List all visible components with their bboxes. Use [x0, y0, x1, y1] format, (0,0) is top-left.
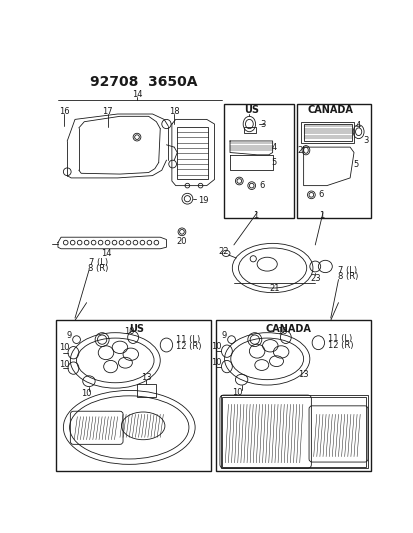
Text: 14: 14 — [131, 90, 142, 99]
Bar — [220, 395, 367, 468]
Text: 13: 13 — [298, 370, 308, 379]
Text: US: US — [243, 105, 258, 115]
Text: 4: 4 — [355, 121, 361, 130]
Text: 20: 20 — [176, 237, 187, 246]
Text: 10: 10 — [124, 327, 134, 336]
Bar — [296, 104, 370, 218]
Text: 23: 23 — [309, 273, 320, 282]
Text: 17: 17 — [102, 107, 113, 116]
Text: 92708  3650A: 92708 3650A — [90, 75, 197, 88]
Text: 6: 6 — [318, 190, 323, 199]
Text: CANADA: CANADA — [307, 105, 353, 115]
Text: 5: 5 — [352, 159, 357, 168]
Text: 2: 2 — [297, 146, 301, 155]
Text: 18: 18 — [169, 107, 179, 116]
Text: 10: 10 — [59, 343, 69, 352]
Text: 7 (L): 7 (L) — [337, 266, 356, 275]
Bar — [223, 104, 293, 218]
Text: 10: 10 — [81, 389, 91, 398]
Text: 1: 1 — [318, 211, 323, 220]
Text: 9: 9 — [66, 330, 71, 340]
Text: 4: 4 — [271, 143, 276, 151]
Bar — [222, 397, 366, 467]
Bar — [303, 124, 351, 141]
Text: 13: 13 — [141, 373, 151, 382]
Bar — [216, 320, 370, 471]
Text: 3: 3 — [363, 136, 368, 146]
Text: 10: 10 — [277, 327, 287, 336]
Bar — [177, 127, 208, 180]
Bar — [243, 127, 255, 133]
Text: 10: 10 — [232, 388, 242, 397]
Text: 22: 22 — [218, 247, 228, 256]
Text: 14: 14 — [100, 249, 111, 258]
Text: 8 (R): 8 (R) — [88, 263, 108, 272]
Text: 1: 1 — [252, 211, 258, 220]
Text: 19: 19 — [198, 196, 208, 205]
Text: 16: 16 — [59, 107, 69, 116]
Text: 12 (R): 12 (R) — [327, 341, 352, 350]
Text: 3: 3 — [259, 119, 265, 128]
Text: 5: 5 — [271, 158, 276, 167]
Text: 10: 10 — [59, 360, 69, 369]
Bar — [55, 320, 210, 471]
Text: 10: 10 — [211, 342, 221, 351]
Text: US: US — [129, 324, 144, 334]
Text: 6: 6 — [259, 181, 265, 190]
Text: 8 (R): 8 (R) — [337, 272, 357, 281]
Text: 9: 9 — [221, 330, 226, 340]
Text: 11 (L): 11 (L) — [327, 334, 351, 343]
Text: 11 (L): 11 (L) — [176, 335, 199, 344]
Text: 12 (R): 12 (R) — [176, 342, 201, 351]
Bar — [137, 384, 156, 398]
Bar — [301, 122, 353, 143]
Text: 10: 10 — [211, 358, 221, 367]
Text: CANADA: CANADA — [265, 324, 310, 334]
Text: 21: 21 — [268, 284, 279, 293]
Text: 7 (L): 7 (L) — [88, 258, 107, 267]
